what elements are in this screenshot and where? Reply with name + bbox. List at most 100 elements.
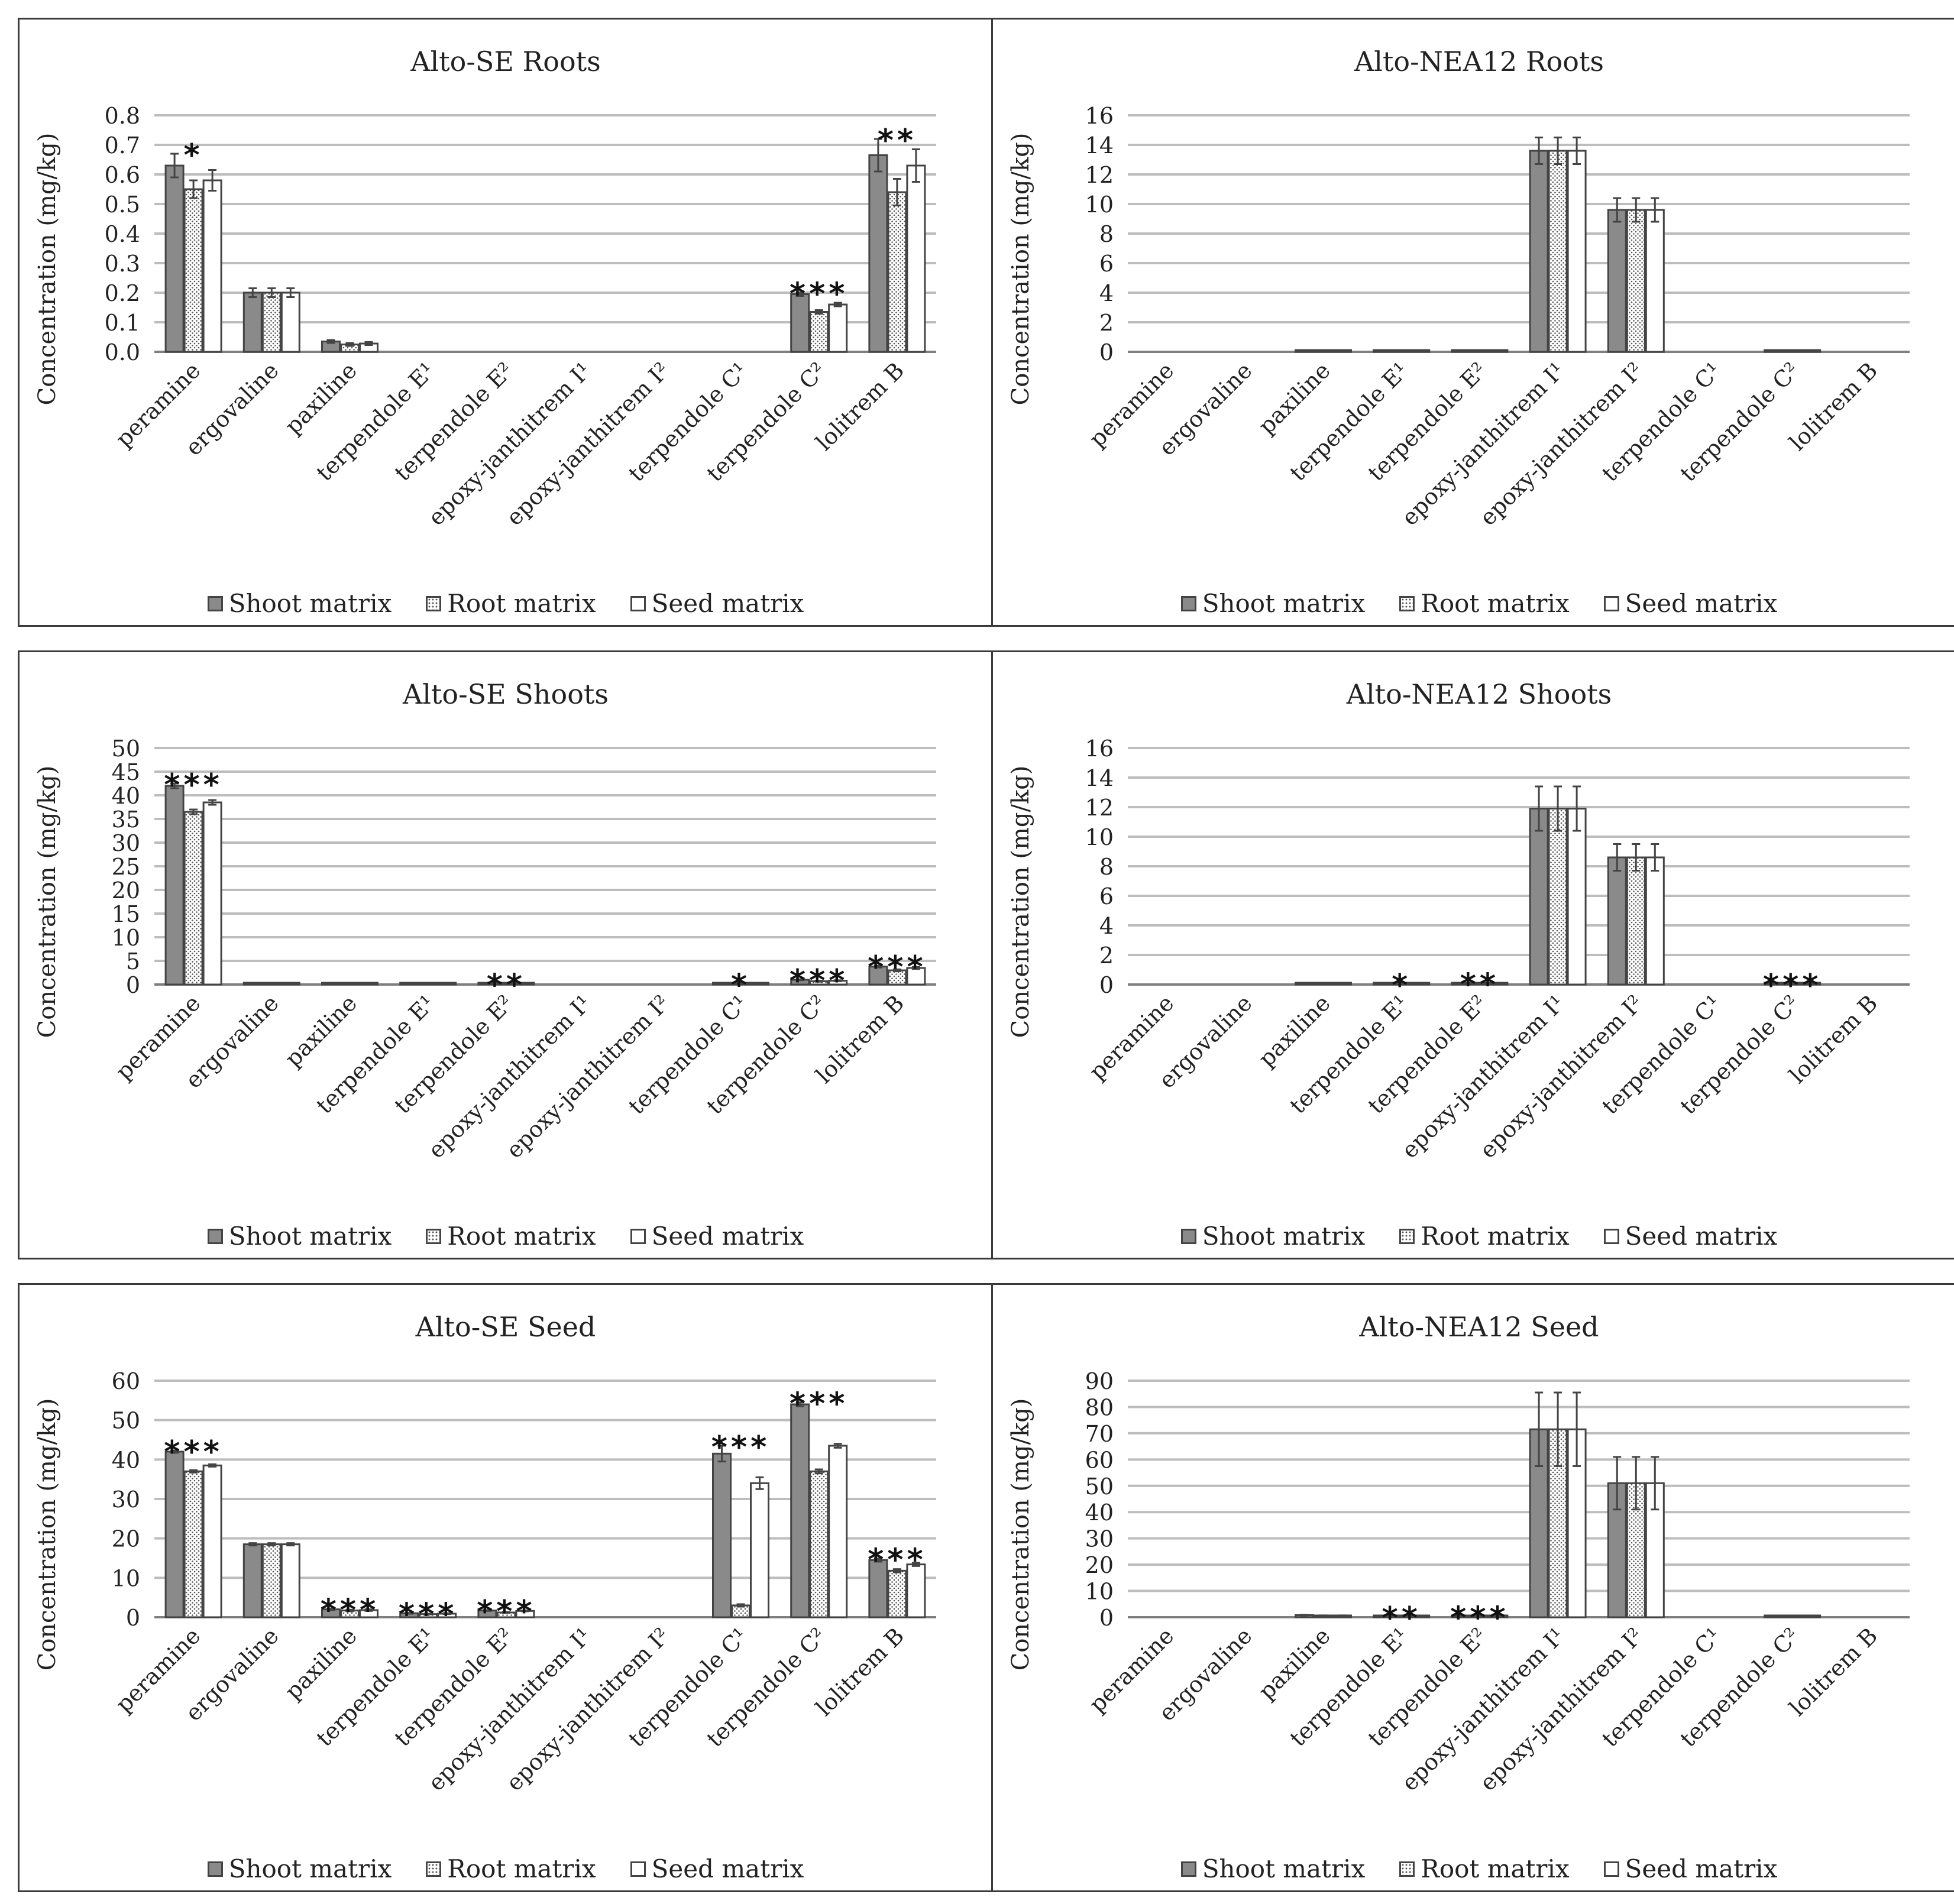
y-tick-label: 0.8 xyxy=(105,103,140,129)
error-bar xyxy=(717,1445,726,1463)
bar-root xyxy=(1626,856,1646,986)
error-bar xyxy=(267,287,276,298)
bar-seed xyxy=(202,801,222,986)
error-bar xyxy=(208,1463,217,1468)
y-tick-label: 45 xyxy=(112,759,140,785)
bar-shoot xyxy=(868,154,888,353)
bar-root xyxy=(809,311,829,353)
y-tick-label: 4 xyxy=(1099,280,1114,306)
bar-root xyxy=(261,1543,282,1618)
bar-root xyxy=(1392,982,1412,986)
error-bar xyxy=(1613,197,1622,223)
chart-legend: Shoot matrix Root matrix Seed matrix xyxy=(20,590,992,618)
significance-marker: *** xyxy=(790,963,849,999)
bar-seed xyxy=(202,179,222,353)
significance-marker: * xyxy=(731,967,750,1003)
significance-marker: *** xyxy=(477,1594,536,1630)
legend-item-root: Root matrix xyxy=(426,1855,596,1883)
y-tick-label: 12 xyxy=(1085,795,1114,821)
error-bar xyxy=(1651,1456,1659,1511)
error-bar xyxy=(1319,1614,1328,1617)
bar-root xyxy=(887,1569,907,1618)
bar-root xyxy=(1470,982,1490,986)
significance-marker: *** xyxy=(790,277,849,312)
legend-swatch-root xyxy=(426,1229,442,1244)
chart-panel: 0 5 10 15 20 25 30 35 40 45 50 Concentration (mg/kg… xyxy=(18,650,994,1259)
chart-panel: 0 10 20 30 40 50 60 70 80 90 Concentration (mg/kg)… xyxy=(991,1283,1954,1892)
bar-seed xyxy=(750,1482,769,1618)
error-bar xyxy=(1651,197,1659,223)
bar-seed xyxy=(359,982,378,986)
error-bar xyxy=(1554,785,1562,832)
error-bar xyxy=(1632,843,1641,872)
bar-shoot xyxy=(164,164,185,353)
y-axis-label: Concentration (mg/kg) xyxy=(1007,1398,1034,1671)
legend-label: Seed matrix xyxy=(1625,1222,1778,1251)
legend-label: Root matrix xyxy=(1421,589,1570,618)
y-tick-label: 10 xyxy=(1085,192,1114,218)
bar-root xyxy=(1782,349,1803,353)
x-tick-label: paxiline xyxy=(1253,1623,1335,1704)
significance-marker: ** xyxy=(1460,967,1499,1003)
x-tick-label: paxiline xyxy=(1253,357,1335,439)
y-tick-label: 0.6 xyxy=(105,162,140,188)
bar-shoot xyxy=(1451,349,1471,353)
y-tick-label: 0 xyxy=(1099,1605,1114,1631)
significance-marker: ** xyxy=(1382,1601,1421,1636)
error-bar xyxy=(874,964,882,969)
chart-panel: 0 2 4 6 8 10 12 14 16 Concentration (mg/kg) perami… xyxy=(991,650,1954,1259)
significance-marker: * xyxy=(183,138,203,173)
legend-label: Shoot matrix xyxy=(1202,589,1366,618)
bar-seed xyxy=(1801,349,1822,353)
error-bar xyxy=(248,287,257,298)
error-bar xyxy=(814,1468,823,1475)
legend-label: Seed matrix xyxy=(651,589,804,618)
y-axis-label: Concentration (mg/kg) xyxy=(34,1398,61,1671)
error-bar xyxy=(1632,197,1641,223)
y-tick-label: 2 xyxy=(1099,943,1114,969)
y-tick-label: 6 xyxy=(1099,251,1114,277)
error-bar xyxy=(736,1603,745,1608)
legend-swatch-shoot xyxy=(1180,1229,1196,1244)
bar-shoot xyxy=(712,982,732,986)
bar-seed xyxy=(202,1464,222,1618)
legend-label: Root matrix xyxy=(1421,1222,1570,1251)
y-axis-label: Concentration (mg/kg) xyxy=(1007,766,1034,1038)
bar-root xyxy=(183,1470,203,1618)
y-axis-label: Concentration (mg/kg) xyxy=(34,766,61,1038)
error-bar xyxy=(833,1443,842,1449)
error-bar xyxy=(442,1612,451,1615)
bar-seed xyxy=(515,982,535,986)
y-tick-label: 30 xyxy=(112,1487,140,1513)
error-bar xyxy=(795,1401,804,1407)
significance-marker: ** xyxy=(487,967,526,1003)
y-tick-label: 90 xyxy=(1085,1368,1114,1394)
legend-label: Seed matrix xyxy=(651,1222,804,1251)
error-bar xyxy=(1613,843,1622,872)
x-tick-label: paxiline xyxy=(280,990,361,1071)
chart-title: Alto-NEA12 Roots xyxy=(1354,46,1604,77)
bar-shoot xyxy=(1295,349,1314,353)
y-tick-label: 40 xyxy=(1085,1500,1114,1526)
bar-seed xyxy=(1567,150,1587,353)
legend-swatch-seed xyxy=(630,1229,646,1244)
bar-root xyxy=(809,1470,829,1618)
bar-root xyxy=(887,191,907,353)
chart-panel: 0 10 20 30 40 50 60 Concentration (mg/kg) *** per… xyxy=(18,1283,994,1892)
legend-item-shoot: Shoot matrix xyxy=(1180,1222,1365,1251)
legend-swatch-seed xyxy=(1603,596,1619,611)
y-tick-label: 20 xyxy=(1085,1552,1114,1578)
bar-seed xyxy=(1801,982,1822,986)
error-bar xyxy=(1554,137,1562,165)
legend-swatch-seed xyxy=(1603,1229,1619,1244)
bar-seed xyxy=(906,1563,926,1618)
error-bar xyxy=(189,179,198,199)
y-tick-label: 16 xyxy=(1085,103,1114,129)
error-bar xyxy=(1535,1391,1544,1467)
bar-shoot xyxy=(1607,209,1627,353)
y-tick-label: 50 xyxy=(1085,1474,1114,1500)
legend-item-shoot: Shoot matrix xyxy=(1180,589,1366,618)
